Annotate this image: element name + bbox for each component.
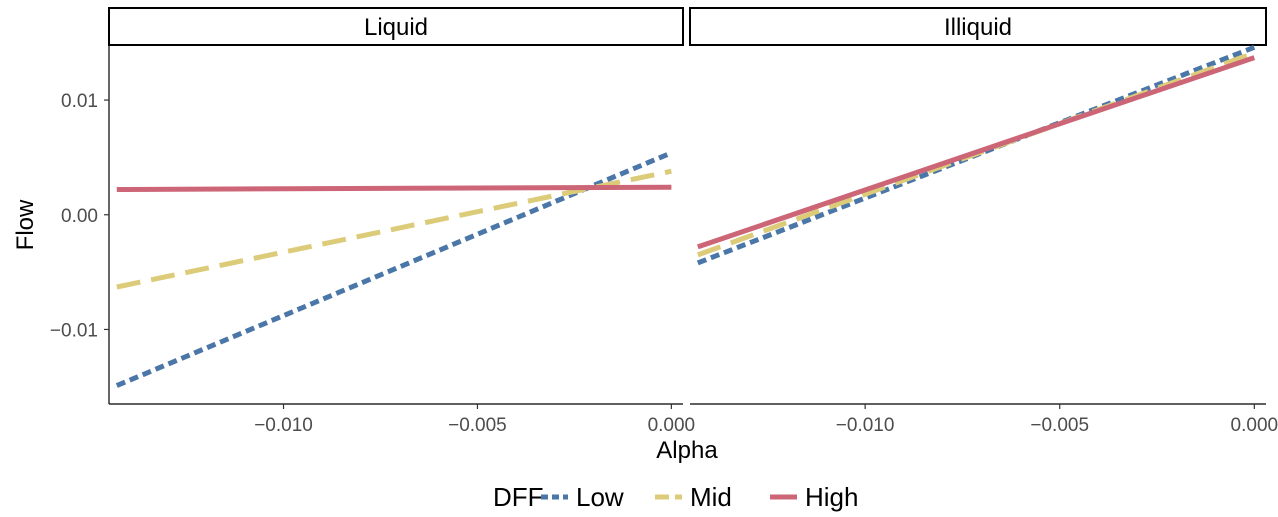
x-tick-label: −0.010 xyxy=(254,415,313,436)
x-tick-label: 0.000 xyxy=(648,415,696,436)
legend-label-low: Low xyxy=(576,482,624,512)
legend-label-mid: Mid xyxy=(690,482,732,512)
legend-label-high: High xyxy=(805,482,858,512)
series-line-high-liquid xyxy=(116,184,672,192)
y-tick-label: 0.00 xyxy=(61,206,98,227)
strip-illiquid-label: Illiquid xyxy=(944,14,1012,41)
strip-liquid-box xyxy=(108,7,684,46)
x-tick-label: −0.010 xyxy=(836,415,895,436)
y-tick-label: 0.01 xyxy=(61,91,98,112)
series-line-high-illiquid xyxy=(696,55,1256,250)
x-tick-label: −0.005 xyxy=(1030,415,1089,436)
series-line-mid-liquid xyxy=(116,168,672,290)
x-tick-label: −0.005 xyxy=(448,415,507,436)
y-axis-title: Flow xyxy=(12,199,39,250)
panel-illiquid: Illiquid −0.010 −0.005 0.000 xyxy=(689,7,1278,436)
x-axis-title: Alpha xyxy=(656,437,718,464)
legend-title: DFF xyxy=(493,482,544,512)
x-tick-label: 0.000 xyxy=(1231,415,1278,436)
series-line-low-liquid xyxy=(115,150,673,388)
strip-liquid-label: Liquid xyxy=(364,14,428,41)
y-tick-label: −0.01 xyxy=(50,320,98,341)
panel-liquid: Liquid −0.010 −0.005 0.000 xyxy=(108,7,696,436)
legend: DFF Low Mid High xyxy=(493,482,858,512)
strip-illiquid-box xyxy=(689,7,1267,46)
